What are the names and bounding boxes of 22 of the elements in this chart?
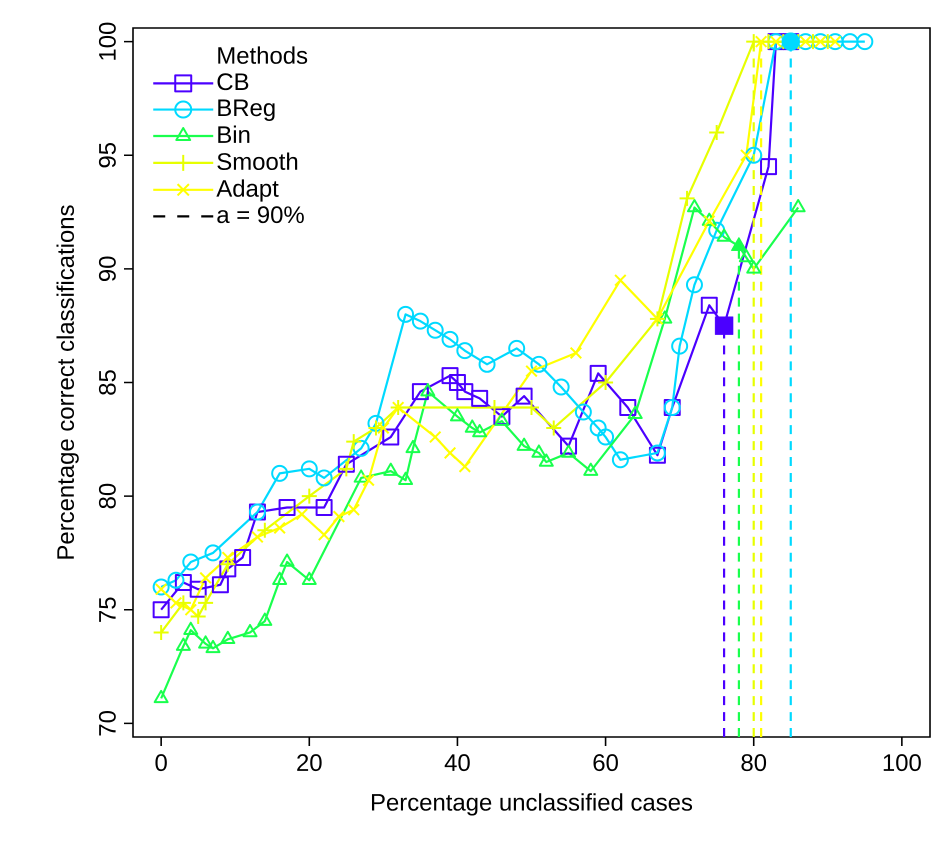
annotation: a = 90% xyxy=(217,206,304,224)
y-axis-title: Percentage correct classifications xyxy=(56,205,79,559)
x-tick-label: 0 xyxy=(155,754,167,772)
y-tick-label: 85 xyxy=(98,370,116,395)
x-tick-label: 80 xyxy=(741,754,766,772)
y-tick-label: 70 xyxy=(98,711,116,736)
x-tick-label: 60 xyxy=(594,754,618,772)
legend-label: Adapt xyxy=(216,179,279,202)
y-tick-label: 90 xyxy=(98,256,116,282)
x-axis-title: Percentage unclassified cases xyxy=(372,793,692,816)
y-tick-label: 100 xyxy=(98,22,116,60)
legend-label: BReg xyxy=(218,100,275,121)
x-tick-label: 100 xyxy=(884,754,921,772)
legend-label: Smooth xyxy=(217,152,298,170)
x-tick-label: 20 xyxy=(297,754,322,772)
legend-title: Methods xyxy=(218,46,308,64)
y-tick-label: 95 xyxy=(98,142,116,168)
y-tick-label: 75 xyxy=(99,597,116,622)
x-tick-label: 40 xyxy=(444,754,470,772)
y-tick-label: 80 xyxy=(98,484,116,508)
legend-label: CB xyxy=(218,73,248,90)
legend-label: Bin xyxy=(218,126,250,143)
